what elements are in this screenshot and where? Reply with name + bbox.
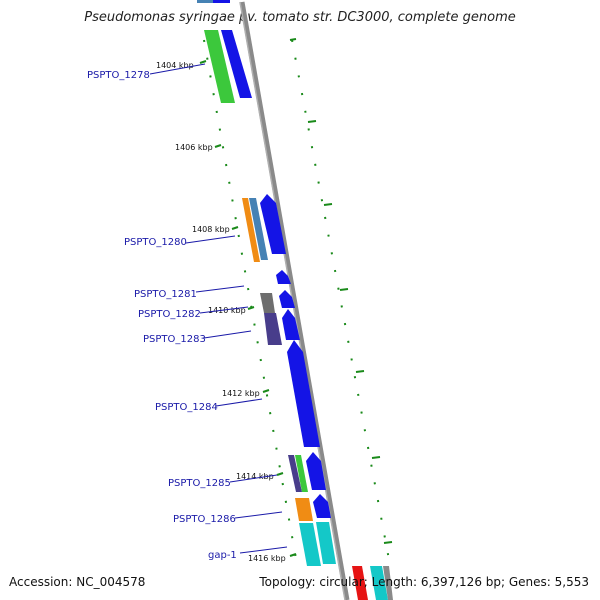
feature-1282-cds (279, 290, 295, 308)
tick-label: 1404 kbp (156, 61, 194, 70)
feature-1278-green (204, 30, 235, 103)
feature-1280-cds (260, 194, 286, 254)
tick-mark (289, 553, 297, 557)
outer-tick (289, 38, 297, 41)
gene-label-gap-1[interactable]: gap-1 (208, 550, 237, 561)
feature-1278-cds (221, 30, 252, 98)
outer-tick (355, 370, 365, 373)
feature-1283-slate (264, 313, 282, 345)
tick-mark (276, 472, 284, 476)
outer-tick (323, 203, 333, 206)
outer-tick (339, 288, 349, 291)
map-title: Pseudomonas syringae pv. tomato str. DC3… (84, 10, 516, 25)
gene-label-pspto-1286[interactable]: PSPTO_1286 (173, 514, 236, 525)
feature-gap1-cyan-2 (316, 522, 336, 564)
tick-label: 1410 kbp (208, 306, 246, 315)
tick-label: 1416 kbp (248, 554, 286, 563)
leader-line (234, 511, 283, 519)
leader-line (185, 235, 236, 244)
feature-1282-grey (260, 293, 275, 313)
gene-label-pspto-1278[interactable]: PSPTO_1278 (87, 70, 150, 81)
feature-top-steelblue (197, 0, 214, 3)
leader-line (215, 398, 263, 407)
feature-gap1-cyan (299, 523, 321, 566)
tick-mark (247, 306, 255, 310)
feature-1284-cds (287, 340, 320, 447)
gene-label-pspto-1280[interactable]: PSPTO_1280 (124, 237, 187, 248)
outer-tick (383, 541, 393, 544)
leader-line (229, 474, 278, 483)
tick-mark (214, 144, 222, 148)
tick-label: 1414 kbp (236, 472, 274, 481)
gene-label-pspto-1282[interactable]: PSPTO_1282 (138, 309, 201, 320)
genome-backbone (239, 1, 350, 600)
feature-1285-slate (288, 455, 302, 492)
tick-mark (231, 226, 239, 230)
accession-text: Accession: NC_004578 (9, 575, 146, 589)
gene-label-pspto-1283[interactable]: PSPTO_1283 (143, 334, 206, 345)
leader-line (199, 306, 249, 314)
outer-tick (371, 456, 381, 459)
feature-bottom-red (352, 566, 368, 600)
tick-mark (199, 60, 207, 64)
gene-label-pspto-1285[interactable]: PSPTO_1285 (168, 478, 231, 489)
leader-line (149, 63, 206, 75)
tick-label: 1408 kbp (192, 225, 230, 234)
feature-1286-cds (313, 494, 331, 518)
genome-summary-text: Topology: circular; Length: 6,397,126 bp… (259, 575, 589, 589)
feature-1280-orange (242, 198, 260, 262)
feature-top-cds (213, 0, 230, 3)
leader-line (239, 546, 288, 554)
outer-tick (307, 120, 317, 123)
feature-1281-cds (276, 270, 291, 284)
feature-1285-cds (306, 452, 326, 490)
feature-1285-green (295, 455, 308, 492)
feature-bottom-grey (383, 566, 393, 600)
tick-mark (262, 389, 270, 393)
feature-1283-cds (282, 309, 300, 340)
feature-1280-steelblue (249, 198, 268, 260)
leader-line (203, 330, 252, 339)
gene-label-pspto-1281[interactable]: PSPTO_1281 (134, 289, 197, 300)
gene-label-pspto-1284[interactable]: PSPTO_1284 (155, 402, 218, 413)
feature-bottom-cyan (370, 566, 388, 600)
feature-1286-orange (295, 498, 313, 521)
leader-line (195, 285, 245, 293)
tick-label: 1406 kbp (175, 143, 213, 152)
tick-label: 1412 kbp (222, 389, 260, 398)
